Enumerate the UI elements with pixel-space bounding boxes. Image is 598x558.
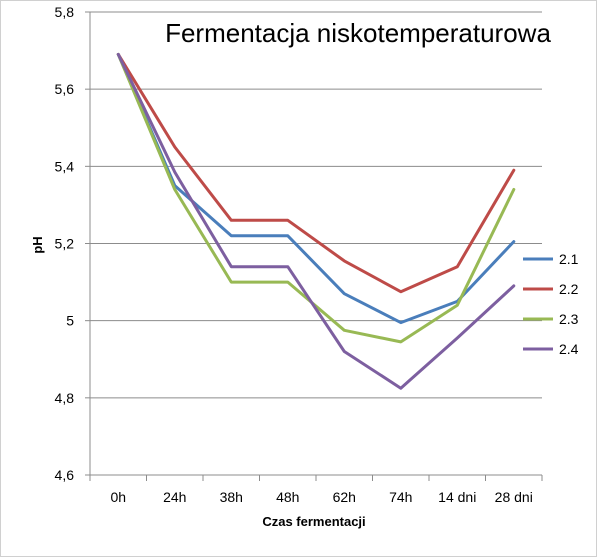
y-tick-label: 5 — [66, 313, 74, 329]
x-tick-label: 14 dni — [438, 489, 476, 505]
x-tick-label: 62h — [333, 489, 356, 505]
series-line-2.1 — [116, 52, 516, 325]
y-tick-labels: 4,6 4,8 5 5,2 5,4 5,6 5,8 — [55, 4, 75, 483]
legend-label: 2.3 — [559, 311, 579, 327]
gridlines — [90, 11, 542, 476]
series-line-2.2 — [116, 52, 516, 294]
x-tick-label: 48h — [276, 489, 299, 505]
y-tick-label: 5,4 — [55, 158, 75, 174]
series-line-2.4 — [116, 52, 516, 390]
series-lines — [116, 52, 516, 390]
x-tick-label: 74h — [389, 489, 412, 505]
legend-label: 2.1 — [559, 251, 579, 267]
x-tick-label: 38h — [220, 489, 243, 505]
series-line-2.3 — [116, 52, 516, 344]
y-tick-label: 4,8 — [55, 390, 75, 406]
legend-label: 2.2 — [559, 281, 579, 297]
y-tick-label: 5,2 — [55, 236, 75, 252]
y-axis-title: pH — [30, 236, 45, 253]
x-tick-labels: 0h 24h 38h 48h 62h 74h 14 dni 28 dni — [110, 489, 532, 505]
x-axis-title: Czas fermentacji — [262, 514, 365, 529]
y-tick-label: 4,6 — [55, 467, 75, 483]
legend-label: 2.4 — [559, 341, 579, 357]
x-tick-label: 28 dni — [495, 489, 533, 505]
chart-title: Fermentacja niskotemperaturowa — [165, 18, 551, 48]
legend: 2.1 2.2 2.3 2.4 — [523, 251, 579, 357]
y-tick-label: 5,8 — [55, 4, 75, 20]
x-tick-label: 24h — [163, 489, 186, 505]
x-tick-label: 0h — [110, 489, 126, 505]
axes — [85, 11, 543, 481]
y-tick-label: 5,6 — [55, 81, 75, 97]
